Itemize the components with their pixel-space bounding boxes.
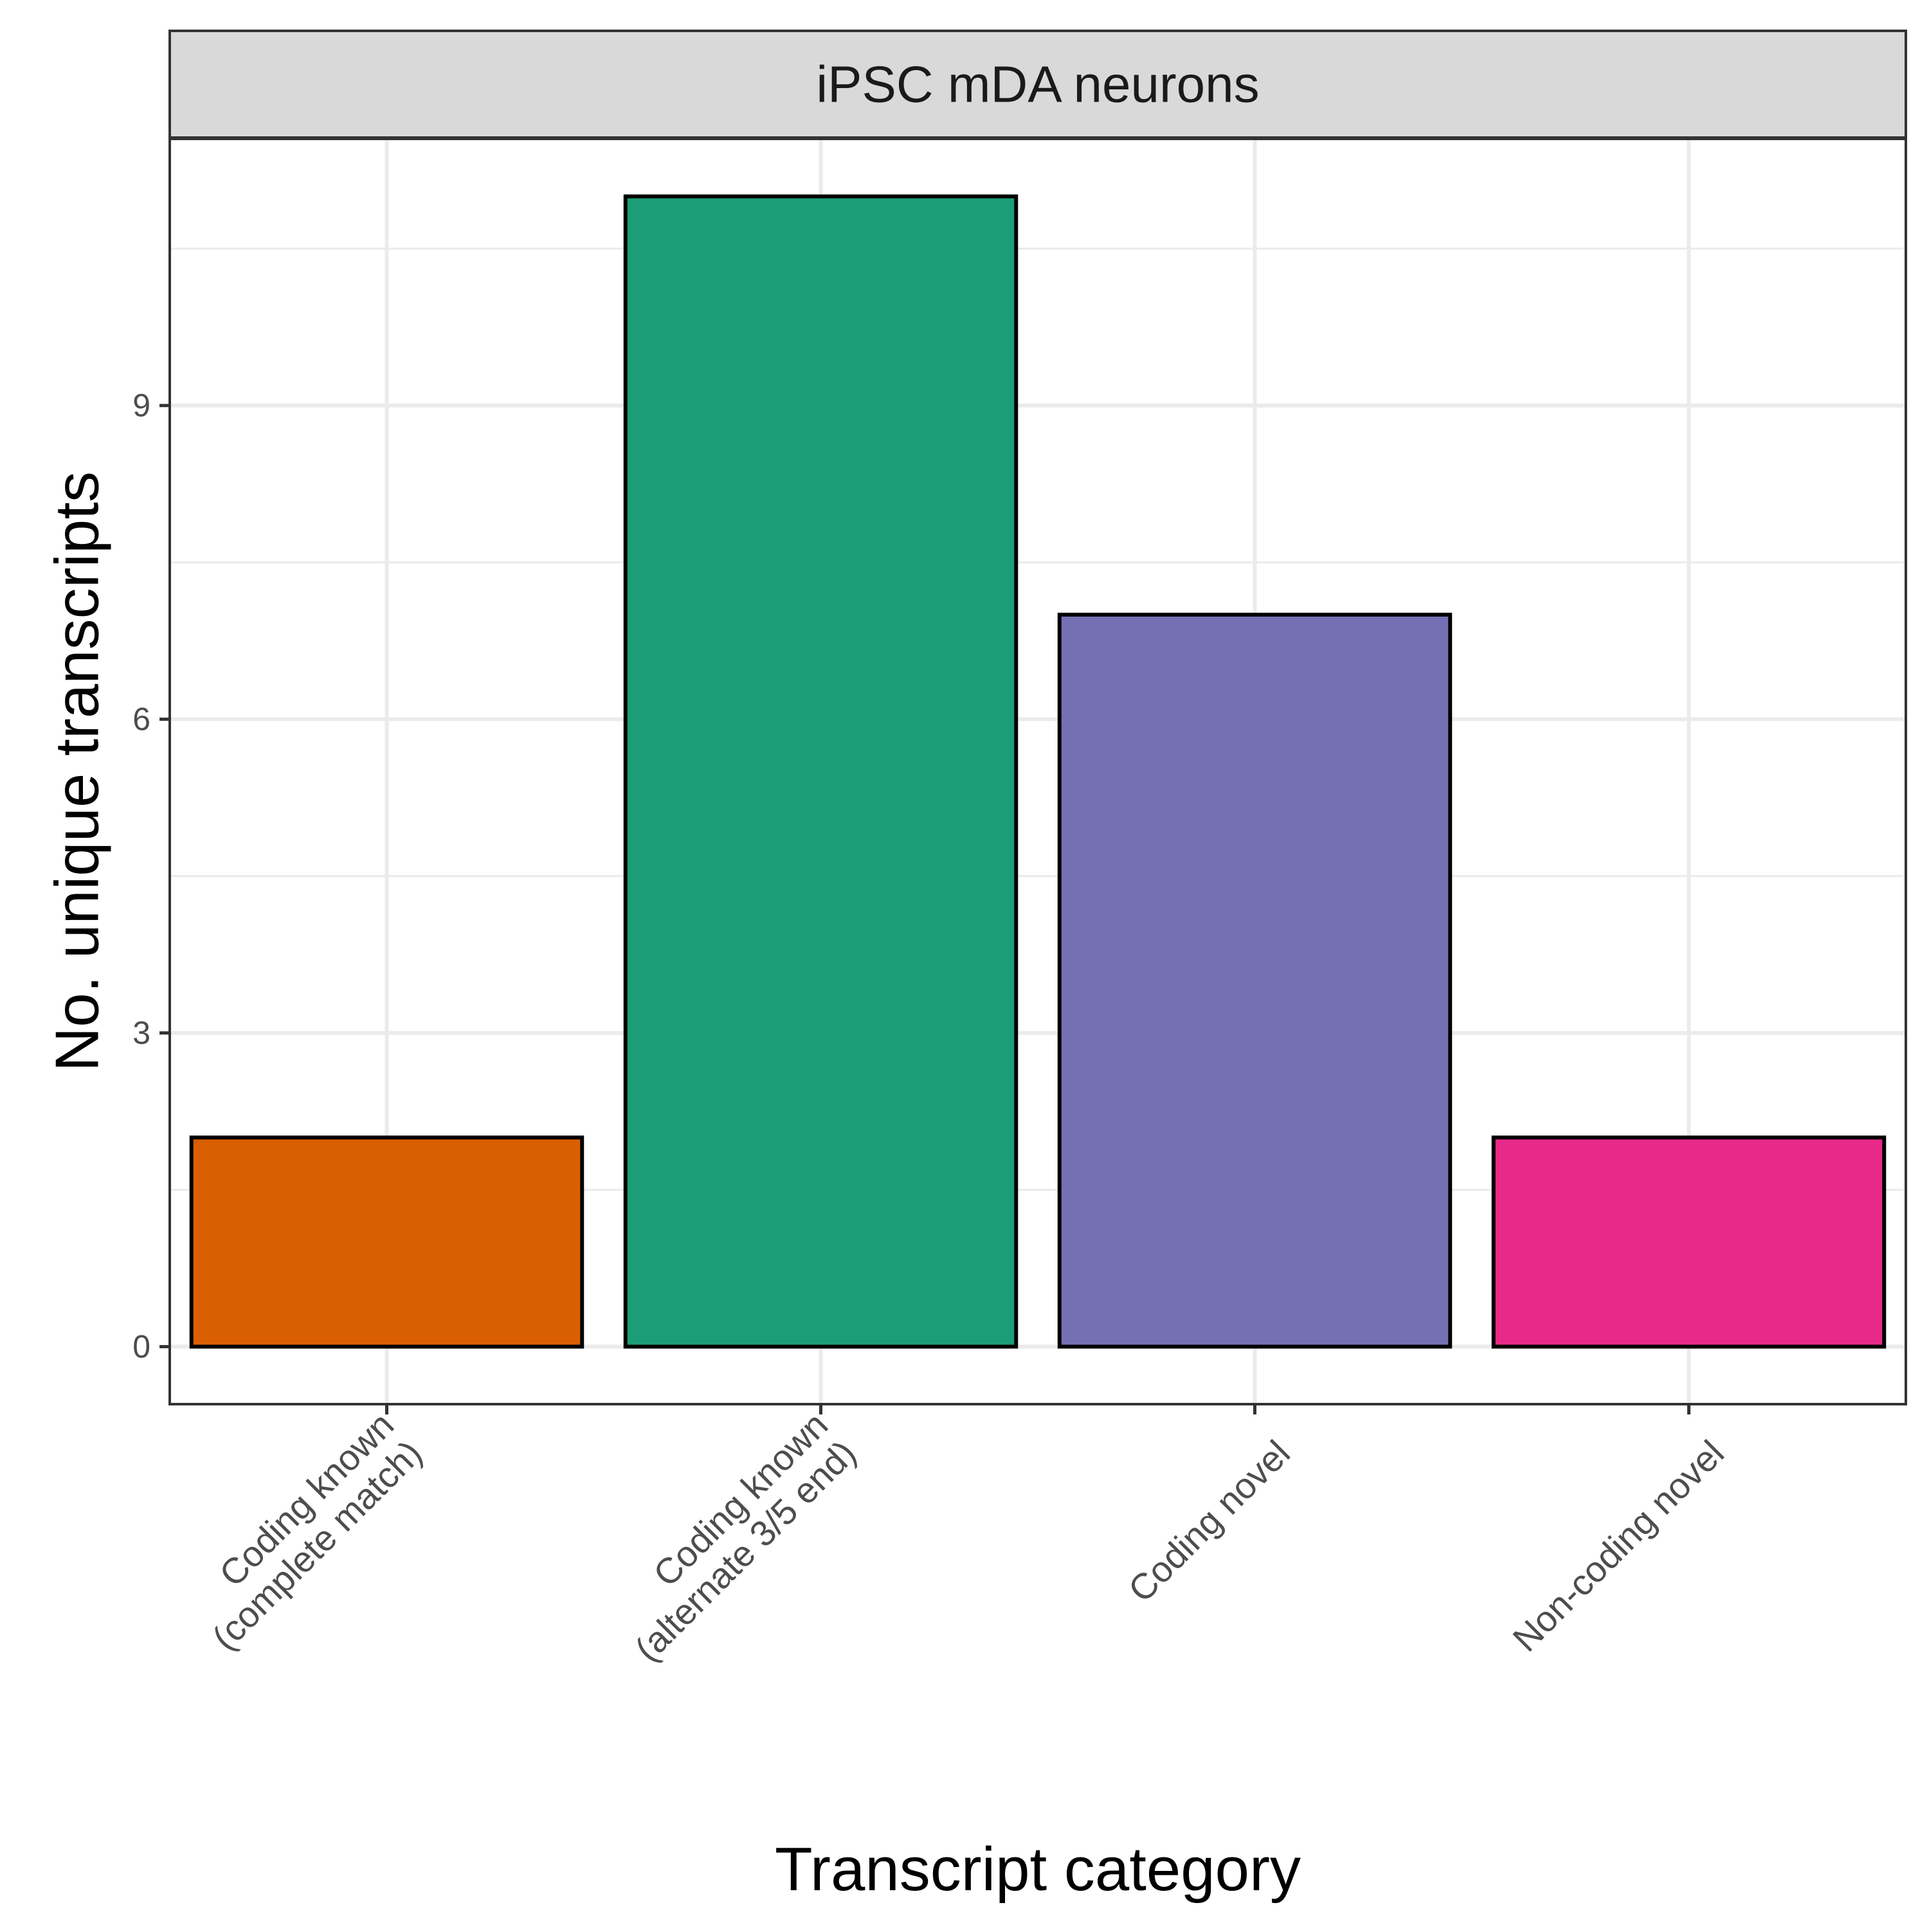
bar [1491,1135,1887,1349]
x-tick-label: Coding known(alternate 3/5 end) [627,1404,864,1669]
y-tick-label: 3 [132,1015,150,1051]
y-tick-label: 0 [132,1329,150,1365]
x-tick-label-line: Coding novel [1120,1432,1298,1610]
bar [1057,613,1453,1349]
x-tick-label: Non-coding novel [1505,1432,1732,1659]
x-tick-label: Coding known(complete match) [204,1404,430,1657]
x-axis-title: Transcript category [775,1835,1301,1904]
facet-strip [168,30,1907,139]
x-tick-label: Coding novel [1120,1432,1298,1610]
bars [189,194,1887,1349]
y-axis-title: No. unique transcripts [43,471,112,1072]
x-tick-label-line: Non-coding novel [1505,1432,1732,1659]
bar [189,1135,584,1349]
bar [623,194,1019,1349]
y-tick-label: 9 [132,388,150,424]
y-tick-label: 6 [132,701,150,737]
facet-label: iPSC mDA neurons [816,56,1259,113]
